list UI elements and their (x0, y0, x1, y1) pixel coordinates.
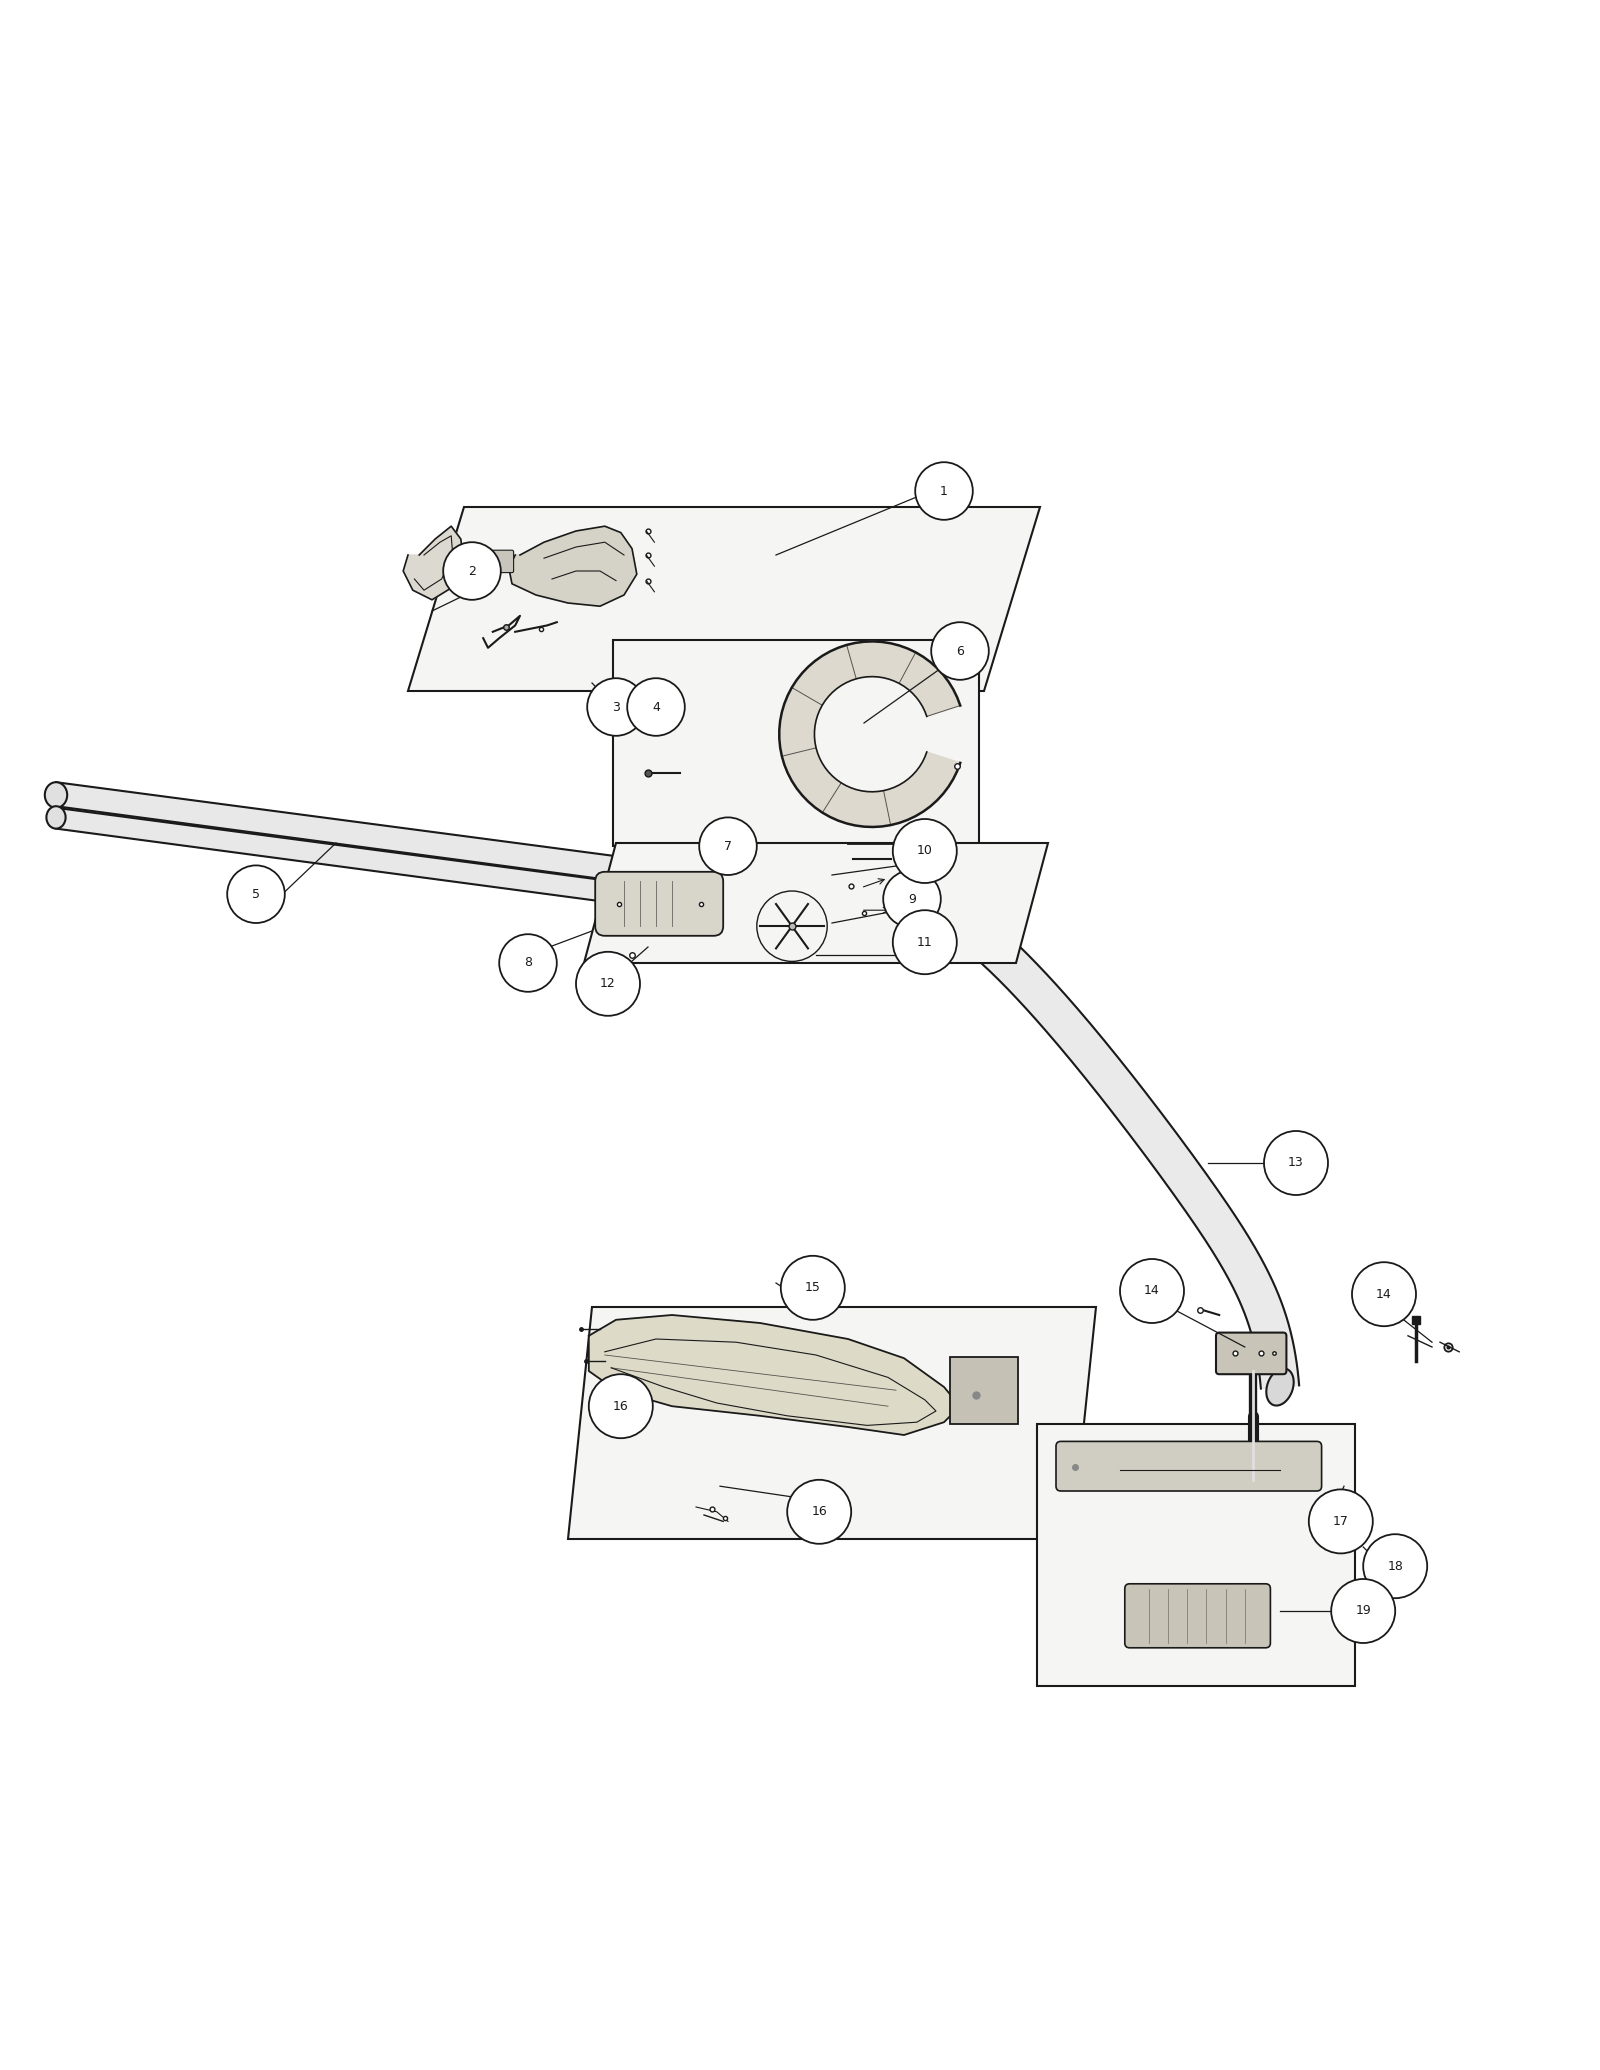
Circle shape (589, 1374, 653, 1439)
Polygon shape (779, 642, 960, 828)
Circle shape (1363, 1534, 1427, 1598)
Text: 9: 9 (909, 892, 915, 905)
Circle shape (883, 869, 941, 927)
Text: 6: 6 (957, 644, 963, 658)
Text: 7: 7 (723, 840, 733, 853)
Text: 11: 11 (917, 936, 933, 948)
Polygon shape (509, 526, 637, 607)
Polygon shape (568, 1306, 1096, 1538)
Ellipse shape (1130, 1590, 1264, 1625)
Circle shape (893, 820, 957, 884)
FancyBboxPatch shape (595, 871, 723, 936)
Polygon shape (56, 782, 928, 923)
Text: 15: 15 (805, 1281, 821, 1294)
Circle shape (587, 679, 645, 735)
FancyBboxPatch shape (1056, 1441, 1322, 1490)
Text: 16: 16 (613, 1399, 629, 1412)
Text: 3: 3 (613, 700, 619, 714)
Circle shape (627, 679, 685, 735)
Circle shape (1309, 1490, 1373, 1552)
Text: 17: 17 (1333, 1515, 1349, 1528)
FancyBboxPatch shape (1216, 1333, 1286, 1374)
FancyBboxPatch shape (950, 1356, 1018, 1424)
Text: 2: 2 (469, 565, 475, 578)
Circle shape (699, 818, 757, 876)
Circle shape (443, 542, 501, 600)
Polygon shape (589, 1314, 960, 1435)
Circle shape (787, 1480, 851, 1544)
Text: 5: 5 (253, 888, 259, 900)
FancyBboxPatch shape (613, 640, 979, 847)
Text: 16: 16 (811, 1505, 827, 1517)
FancyBboxPatch shape (1125, 1584, 1270, 1648)
Text: 12: 12 (600, 977, 616, 989)
Polygon shape (926, 890, 1299, 1389)
Text: 10: 10 (917, 845, 933, 857)
Circle shape (1264, 1130, 1328, 1194)
Text: 13: 13 (1288, 1157, 1304, 1170)
Text: 14: 14 (1144, 1285, 1160, 1298)
Circle shape (1120, 1259, 1184, 1323)
FancyBboxPatch shape (1037, 1424, 1355, 1687)
Circle shape (931, 623, 989, 679)
Text: 19: 19 (1355, 1604, 1371, 1617)
Ellipse shape (45, 782, 67, 807)
Text: 1: 1 (941, 484, 947, 497)
Text: 8: 8 (525, 956, 531, 969)
Polygon shape (584, 842, 1048, 963)
Circle shape (893, 911, 957, 975)
Circle shape (781, 1256, 845, 1321)
Text: 14: 14 (1376, 1288, 1392, 1300)
Polygon shape (56, 805, 920, 944)
Circle shape (499, 934, 557, 992)
Text: 4: 4 (653, 700, 659, 714)
Ellipse shape (922, 898, 950, 923)
Text: 18: 18 (1387, 1559, 1403, 1573)
Circle shape (1352, 1263, 1416, 1327)
Circle shape (915, 462, 973, 520)
Circle shape (227, 865, 285, 923)
Circle shape (1331, 1579, 1395, 1644)
Circle shape (576, 952, 640, 1016)
Ellipse shape (1266, 1368, 1294, 1406)
Polygon shape (408, 507, 1040, 691)
FancyBboxPatch shape (482, 551, 514, 573)
Ellipse shape (46, 805, 66, 828)
Polygon shape (403, 526, 464, 600)
